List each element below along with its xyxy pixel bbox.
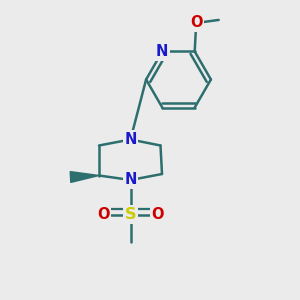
Text: O: O bbox=[151, 207, 164, 222]
Text: N: N bbox=[156, 44, 169, 59]
Text: O: O bbox=[97, 207, 110, 222]
Polygon shape bbox=[70, 172, 99, 182]
Text: N: N bbox=[124, 172, 137, 188]
Text: S: S bbox=[125, 207, 136, 222]
Text: O: O bbox=[190, 15, 203, 30]
Text: N: N bbox=[124, 132, 137, 147]
